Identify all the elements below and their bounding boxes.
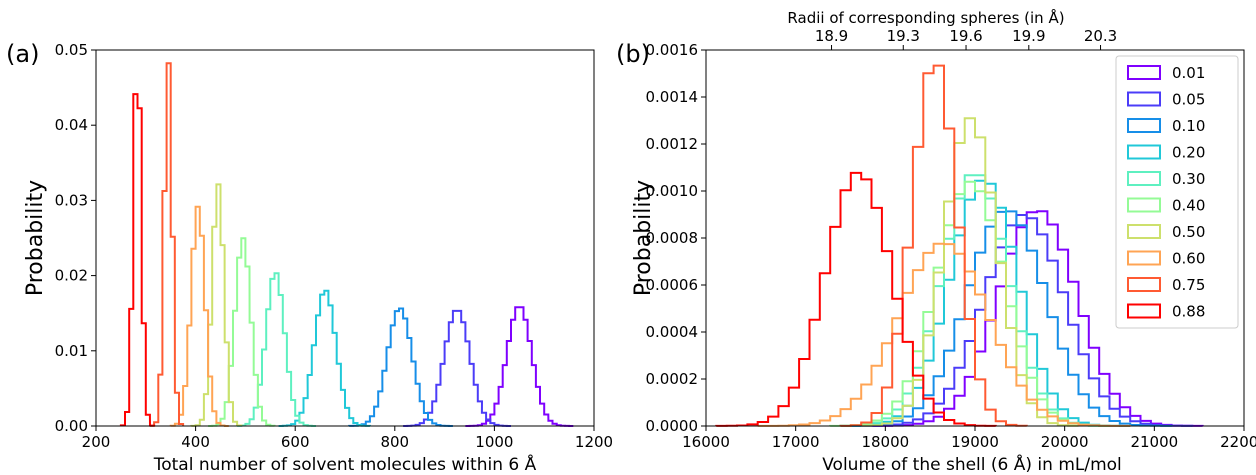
series-0.20-histogram [278, 289, 371, 427]
y-tick-label: 0.02 [55, 267, 88, 285]
panel-b-series [715, 64, 1204, 427]
panel-b: (b) Radii of corresponding spheres (in Å… [616, 8, 1256, 475]
x-tick-label: 600 [281, 433, 310, 451]
legend-box [1115, 55, 1239, 329]
x-tick-label: 1000 [475, 433, 513, 451]
legend-label: 0.10 [1172, 117, 1205, 135]
y-tick-label: 0.00 [55, 417, 88, 435]
legend-swatch [1127, 197, 1161, 213]
panel-a: (a) 200 400 600 800 1000 1200 0.000.010.020.0… [6, 40, 613, 475]
legend-swatch [1127, 224, 1161, 239]
x-tick-label: 21000 [1130, 433, 1178, 451]
series-0.50-histogram [190, 183, 243, 427]
panel-a-x-ticks: 200 400 600 800 1000 1200 [82, 426, 613, 451]
series-0.40-histogram [208, 237, 276, 427]
panel-b-x-axis-label: Volume of the shell (6 Å) in mL/mol [822, 453, 1122, 475]
panel-a-series [119, 62, 574, 427]
legend-swatch [1127, 144, 1161, 160]
legend-label: 0.88 [1172, 303, 1205, 321]
x-tick-label: 20000 [1041, 433, 1089, 451]
series-0.30-histogram [839, 174, 1111, 427]
panel-a-y-ticks: 0.00 0.01 0.02 0.03 0.04 0.05 [55, 41, 96, 435]
series-0.05-histogram [850, 214, 1194, 427]
y-tick-label: 0.0014 [646, 88, 699, 106]
top-tick-label: 19.6 [949, 27, 982, 45]
x-tick-label: 16000 [682, 433, 730, 451]
legend-swatch [1127, 91, 1161, 107]
panel-b-legend: 0.01 0.05 0.10 0.20 0.30 0.40 0.50 0.60 0.75 0.88 [1115, 55, 1239, 329]
x-tick-label: 400 [181, 433, 210, 451]
legend-label: 0.30 [1172, 170, 1205, 188]
legend-swatch [1127, 65, 1161, 80]
legend-label: 0.20 [1172, 144, 1205, 162]
series-0.01-histogram [465, 306, 574, 427]
series-0.30-histogram [236, 272, 316, 427]
top-tick-label: 18.9 [815, 27, 848, 45]
legend-label: 0.50 [1172, 223, 1205, 241]
panel-a-y-axis-label: Probability [23, 180, 48, 296]
y-tick-label: 0.0016 [646, 41, 699, 59]
y-tick-label: 0.0008 [646, 229, 699, 247]
x-tick-label: 200 [82, 433, 111, 451]
panel-b-top-axis-label: Radii of corresponding spheres (in Å) [787, 8, 1064, 27]
legend-swatch [1127, 171, 1161, 186]
series-0.88-histogram [119, 93, 156, 427]
legend-swatch [1127, 250, 1161, 266]
series-0.88-histogram [715, 171, 997, 427]
legend-label: 0.01 [1172, 64, 1205, 82]
panel-b-y-ticks: 0.0000 0.0002 0.0004 0.0006 0.0008 0.0010 0.00… [646, 41, 706, 435]
panel-b-tag: (b) [616, 40, 650, 68]
x-tick-label: 800 [380, 433, 409, 451]
panel-a-frame [95, 49, 595, 427]
top-tick-label: 20.3 [1084, 27, 1117, 45]
series-0.60-histogram [756, 242, 1132, 427]
legend-swatch [1127, 303, 1161, 319]
series-0.75-histogram [839, 64, 1028, 427]
legend-label: 0.05 [1172, 91, 1205, 109]
series-0.75-histogram [149, 62, 185, 427]
panel-b-y-axis-label: Probability [631, 180, 656, 296]
panel-b-top-ticks: 18.9 19.3 19.6 19.9 20.3 [815, 27, 1117, 50]
legend-label: 0.40 [1172, 197, 1205, 215]
series-0.50-histogram [860, 117, 1080, 427]
y-tick-label: 0.0012 [646, 135, 699, 153]
y-tick-label: 0.0010 [646, 182, 699, 200]
y-tick-label: 0.0000 [646, 417, 699, 435]
series-0.05-histogram [403, 309, 511, 427]
top-tick-label: 19.9 [1012, 27, 1045, 45]
y-tick-label: 0.01 [55, 342, 88, 360]
top-tick-label: 19.3 [887, 27, 920, 45]
panel-a-tag: (a) [6, 40, 39, 68]
y-tick-label: 0.03 [55, 191, 88, 209]
y-tick-label: 0.0002 [646, 370, 699, 388]
legend-swatch [1127, 118, 1161, 133]
x-tick-label: 18000 [861, 433, 909, 451]
panel-a-x-axis-label: Total number of solvent molecules within… [153, 453, 537, 475]
y-tick-label: 0.05 [55, 41, 88, 59]
x-tick-label: 19000 [951, 433, 999, 451]
x-tick-label: 1200 [575, 433, 613, 451]
series-0.10-histogram [348, 307, 453, 427]
y-tick-label: 0.0006 [646, 276, 699, 294]
y-tick-label: 0.0004 [646, 323, 699, 341]
y-tick-label: 0.04 [55, 116, 88, 134]
legend-swatch [1127, 277, 1161, 292]
series-0.01-histogram [870, 210, 1204, 427]
x-tick-label: 17000 [772, 433, 820, 451]
legend-label: 0.75 [1172, 276, 1205, 294]
legend-label: 0.60 [1172, 250, 1205, 268]
